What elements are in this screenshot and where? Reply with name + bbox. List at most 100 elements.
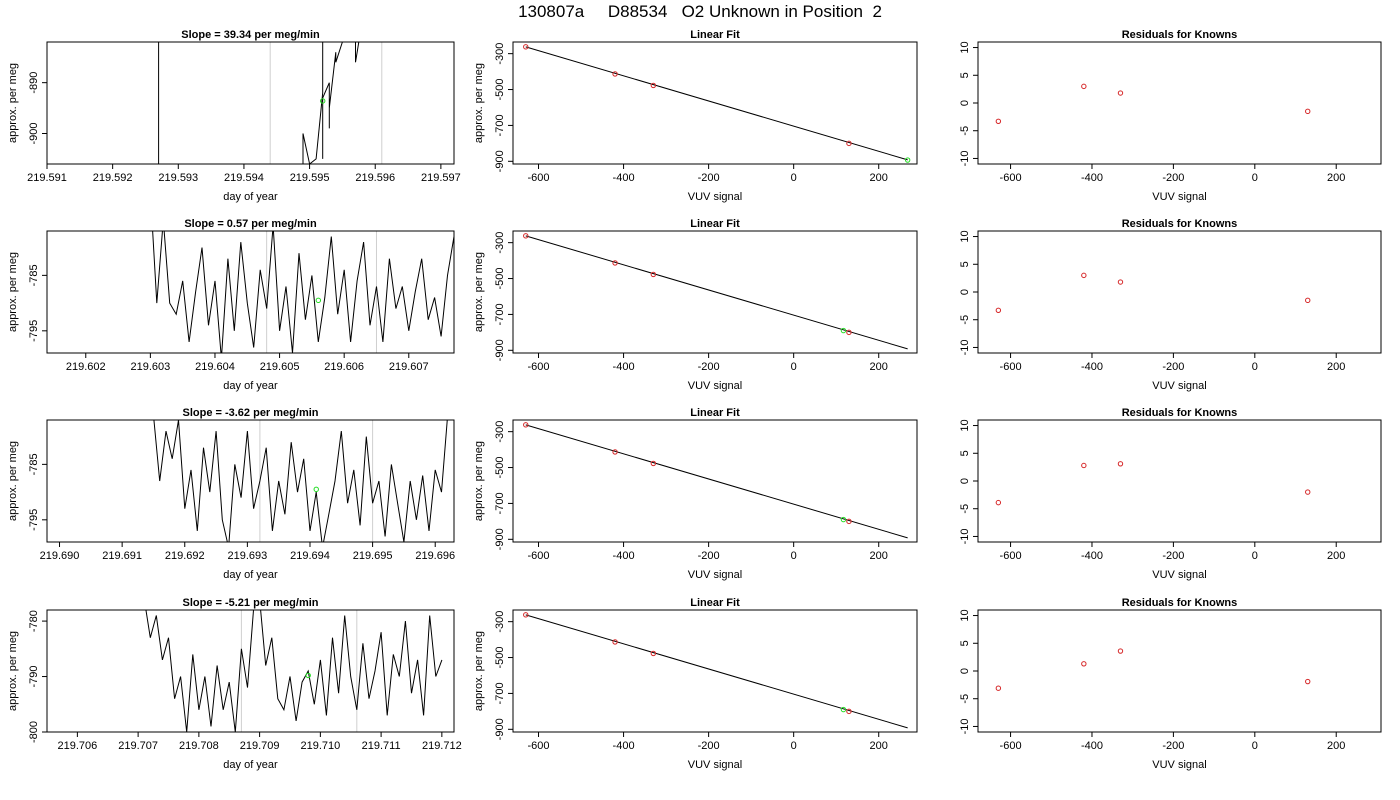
x-tick-label: -400 (1081, 361, 1103, 373)
y-tick-label: 0 (959, 100, 971, 106)
x-tick-label: -200 (698, 550, 720, 562)
unknown-point (315, 297, 322, 304)
x-tick-label: 219.597 (421, 172, 461, 184)
x-tick-label: 219.602 (66, 361, 106, 373)
y-tick-label: -800 (28, 721, 40, 743)
x-tick-label: 219.607 (389, 361, 429, 373)
panel-title: Linear Fit (690, 597, 740, 609)
unknown-point (313, 486, 319, 493)
x-tick-label: 0 (791, 172, 797, 184)
x-tick-label: 219.696 (415, 550, 455, 562)
series-line (355, 42, 360, 63)
x-tick-label: 219.591 (27, 172, 67, 184)
chart-panel-3-2: Linear Fit -600 -400 -200 0 200 -300 -500 -700 -9… (473, 407, 918, 581)
y-tick-label: 10 (959, 419, 971, 431)
x-tick-label: -200 (1162, 550, 1184, 562)
plot-frame (977, 419, 1382, 543)
x-tick-label: 200 (870, 550, 888, 562)
x-axis-label: VUV signal (688, 380, 742, 392)
x-tick-label: -400 (613, 740, 635, 752)
fit-line (525, 235, 908, 350)
known-point (523, 233, 529, 239)
y-tick-label: -790 (28, 666, 40, 688)
plot-frame (512, 609, 918, 733)
series-line (153, 420, 448, 542)
panel-title: Linear Fit (690, 29, 740, 41)
fit-line (525, 424, 908, 539)
x-tick-label: -200 (1162, 740, 1184, 752)
x-tick-label: 0 (791, 361, 797, 373)
known-point (995, 685, 1002, 691)
x-tick-label: 219.695 (353, 550, 393, 562)
x-tick-label: 219.603 (130, 361, 170, 373)
chart-panel-4-2: Linear Fit -600 -400 -200 0 200 -300 -500 -700 -9… (473, 597, 918, 771)
unknown-point (305, 672, 311, 679)
fit-line (525, 46, 908, 161)
page-title: 130807a D88534 O2 Unknown in Position 2 (518, 2, 882, 21)
chart-panel-1-3: Residuals for Knowns -600 -400 -200 0 200 10 5 0… (959, 29, 1382, 203)
x-tick-label: 0 (791, 550, 797, 562)
y-axis-label: approx. per meg (7, 63, 19, 143)
y-tick-label: 5 (959, 640, 971, 646)
y-axis-label: approx. per meg (473, 631, 485, 711)
y-axis-label: approx. per meg (473, 252, 485, 332)
y-tick-label: -300 (494, 43, 506, 65)
x-tick-label: 0 (1252, 550, 1258, 562)
x-tick-label: 0 (1252, 172, 1258, 184)
panel-title: Residuals for Knowns (1122, 597, 1238, 609)
y-tick-label: 0 (959, 668, 971, 674)
x-tick-label: 219.604 (195, 361, 235, 373)
x-tick-label: -600 (1000, 550, 1022, 562)
x-tick-label: -200 (1162, 172, 1184, 184)
y-tick-label: -500 (494, 647, 506, 669)
y-tick-label: -900 (494, 718, 506, 740)
x-axis-label: VUV signal (1152, 569, 1206, 581)
x-tick-label: 200 (870, 361, 888, 373)
x-tick-label: 219.595 (290, 172, 330, 184)
known-point (1117, 648, 1124, 654)
x-tick-label: 219.592 (93, 172, 133, 184)
y-tick-label: -700 (494, 682, 506, 704)
y-tick-label: -300 (494, 232, 506, 254)
known-point (995, 499, 1002, 506)
x-tick-label: 219.694 (290, 550, 330, 562)
known-point (1117, 279, 1124, 285)
x-tick-label: -600 (1000, 172, 1022, 184)
panel-title: Residuals for Knowns (1122, 407, 1238, 419)
plot-frame (512, 230, 918, 354)
plot-frame (977, 609, 1382, 733)
panel-title: Linear Fit (690, 218, 740, 230)
x-axis-label: day of year (223, 569, 278, 581)
known-point (846, 518, 852, 525)
y-tick-label: 5 (959, 450, 971, 456)
unknown-point (904, 157, 911, 163)
x-tick-label: -200 (1162, 361, 1184, 373)
x-tick-label: 200 (1327, 172, 1345, 184)
chart-panel-4-1: Slope = -5.21 per meg/min 219.706 219.707 2… (7, 597, 462, 771)
known-point (1305, 489, 1311, 495)
y-tick-label: -795 (28, 509, 40, 531)
known-point (1081, 272, 1087, 279)
x-tick-label: 219.708 (179, 740, 219, 752)
y-tick-label: -10 (959, 340, 971, 356)
plot-area (523, 233, 908, 350)
known-point (1305, 108, 1311, 115)
y-tick-label: -780 (28, 610, 40, 632)
x-tick-label: 219.605 (260, 361, 300, 373)
y-tick-label: 10 (959, 230, 971, 242)
y-tick-label: -5 (959, 504, 971, 514)
x-axis-label: VUV signal (688, 759, 742, 771)
x-tick-label: -600 (528, 361, 550, 373)
y-tick-label: -785 (28, 264, 40, 286)
x-axis-label: day of year (223, 380, 278, 392)
x-tick-label: 0 (791, 740, 797, 752)
known-point (612, 71, 618, 77)
unknown-point (840, 327, 847, 334)
plot-area (995, 461, 1311, 506)
unknown-point (840, 706, 847, 713)
y-tick-label: -5 (959, 315, 971, 325)
plot-area (995, 83, 1311, 125)
x-tick-label: 200 (870, 172, 888, 184)
plot-frame (46, 41, 455, 165)
